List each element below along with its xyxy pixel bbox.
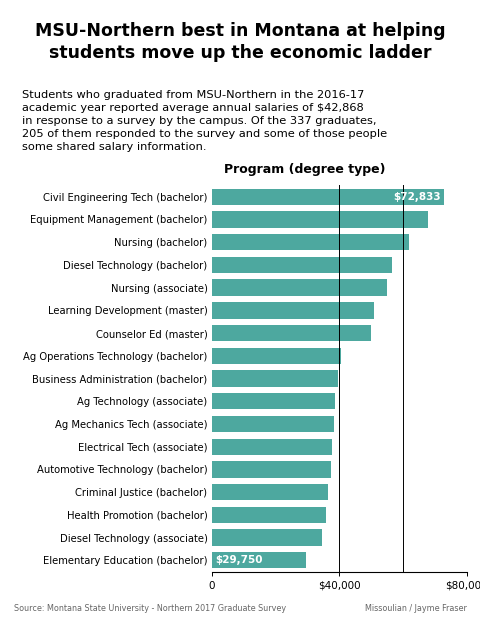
Bar bbox=[211, 325, 370, 341]
Text: Students who graduated from MSU-Northern in the 2016-17
academic year reported a: Students who graduated from MSU-Northern… bbox=[22, 90, 386, 153]
Bar bbox=[211, 484, 327, 501]
Text: $29,750: $29,750 bbox=[215, 556, 263, 565]
Bar bbox=[211, 188, 443, 205]
Text: Missoulian / Jayme Fraser: Missoulian / Jayme Fraser bbox=[364, 604, 466, 613]
Bar bbox=[211, 507, 325, 523]
Bar bbox=[211, 302, 373, 318]
Text: $72,833: $72,833 bbox=[393, 192, 440, 201]
Bar bbox=[211, 370, 337, 387]
Text: MSU-Northern best in Montana at helping
students move up the economic ladder: MSU-Northern best in Montana at helping … bbox=[35, 22, 445, 62]
Bar bbox=[211, 416, 334, 432]
Bar bbox=[211, 256, 391, 273]
Bar bbox=[211, 211, 427, 227]
Bar bbox=[211, 393, 335, 409]
Bar bbox=[211, 552, 306, 569]
Bar bbox=[211, 234, 408, 250]
Bar bbox=[211, 461, 330, 478]
Text: Source: Montana State University - Northern 2017 Graduate Survey: Source: Montana State University - North… bbox=[14, 604, 286, 613]
Bar bbox=[211, 530, 321, 546]
Bar bbox=[211, 279, 386, 296]
Bar bbox=[211, 347, 340, 364]
Bar bbox=[211, 439, 331, 455]
Text: Program (degree type): Program (degree type) bbox=[224, 163, 385, 176]
